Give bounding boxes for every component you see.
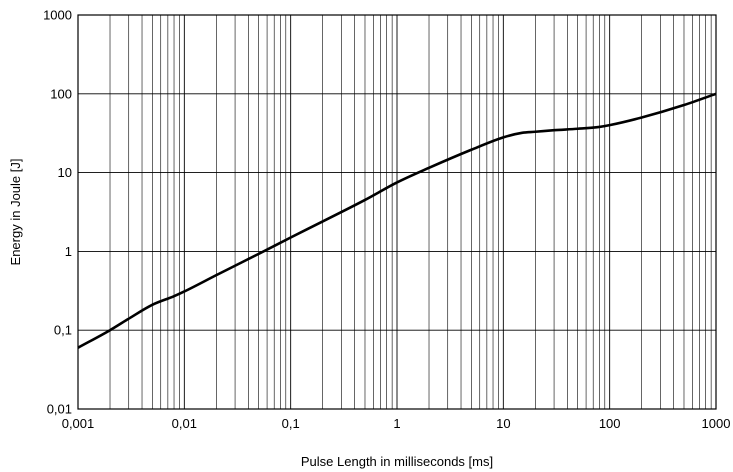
x-tick-label: 1000	[702, 416, 731, 431]
series-layer	[77, 92, 717, 349]
y-tick-label: 0,01	[47, 402, 72, 417]
x-tick-label: 10	[496, 416, 510, 431]
grid-lines	[77, 14, 716, 410]
y-tick-label: 0,1	[54, 323, 72, 338]
y-axis-label: Energy in Joule [J]	[8, 159, 23, 266]
plot-frame	[77, 14, 717, 410]
x-axis-label: Pulse Length in milliseconds [ms]	[301, 454, 493, 469]
x-tick-label: 0,01	[172, 416, 197, 431]
y-tick-label: 1000	[43, 8, 72, 23]
x-axis-ticks: 0,001 0,01 0,1 1 10 100 1000	[62, 416, 731, 431]
y-axis-ticks: 0,01 0,1 1 10 100 1000	[43, 8, 72, 417]
x-tick-label: 0,001	[62, 416, 95, 431]
x-tick-label: 0,1	[282, 416, 300, 431]
x-tick-label: 1	[393, 416, 400, 431]
y-tick-label: 1	[65, 244, 72, 259]
y-tick-label: 10	[58, 165, 72, 180]
energy-series-line	[77, 92, 717, 349]
x-tick-label: 100	[599, 416, 621, 431]
y-tick-label: 100	[50, 86, 72, 101]
